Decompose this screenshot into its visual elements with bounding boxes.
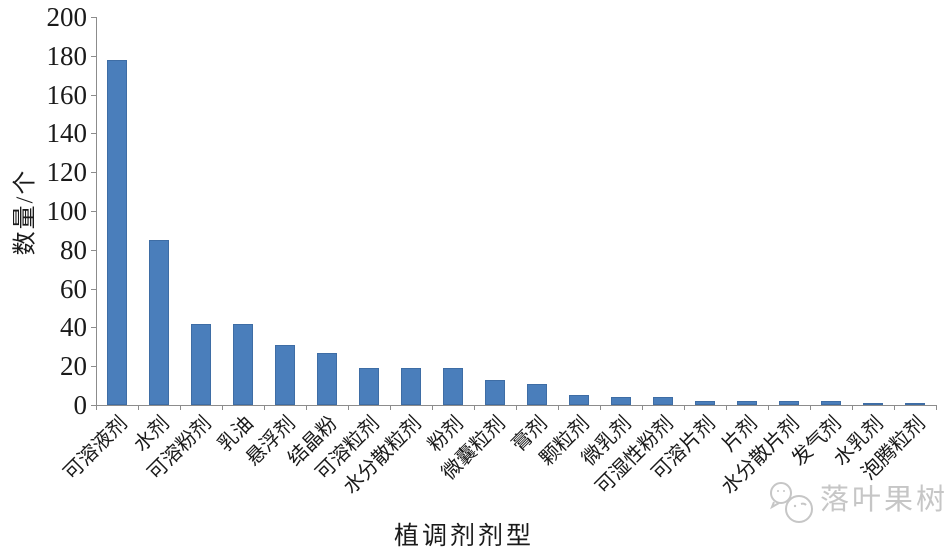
y-tick-label: 60: [60, 273, 87, 304]
y-tick-label: 140: [46, 118, 88, 149]
x-tick-mark: [390, 406, 391, 410]
y-tick-label: 120: [46, 157, 88, 188]
x-tick-mark: [768, 406, 769, 410]
watermark-text: 落叶果树: [820, 484, 945, 516]
y-tick-mark: [91, 327, 96, 329]
x-tick-mark: [726, 406, 727, 410]
y-tick-mark: [91, 288, 96, 290]
x-tick-mark: [348, 406, 349, 410]
x-tick-mark: [306, 406, 307, 410]
x-tick-mark: [222, 406, 223, 410]
y-tick-label: 40: [60, 312, 87, 343]
bar: [317, 353, 337, 405]
x-tick-mark: [852, 406, 853, 410]
y-tick-mark: [91, 94, 96, 96]
x-tick-mark: [180, 406, 181, 410]
x-tick-mark: [936, 406, 937, 410]
y-tick-mark: [91, 172, 96, 174]
bar: [401, 368, 421, 405]
bar: [233, 324, 253, 405]
x-tick-mark: [642, 406, 643, 410]
sketch-bubbles-logo-icon: [768, 480, 818, 531]
bar: [527, 384, 547, 405]
bar: [191, 324, 211, 405]
bar: [653, 397, 673, 405]
x-tick-mark: [558, 406, 559, 410]
x-tick-mark: [684, 406, 685, 410]
bar: [485, 380, 505, 405]
bar: [779, 401, 799, 405]
x-tick-mark: [810, 406, 811, 410]
bar: [695, 401, 715, 405]
bar: [611, 397, 631, 405]
y-tick-mark: [91, 55, 96, 57]
y-tick-label: 160: [46, 79, 88, 110]
bar: [863, 403, 883, 405]
y-tick-mark: [91, 17, 96, 18]
y-tick-label: 100: [46, 196, 88, 226]
y-tick-label: 80: [60, 234, 87, 265]
bar: [905, 403, 925, 405]
y-tick-mark: [91, 211, 96, 212]
x-tick-mark: [600, 406, 601, 410]
x-tick-mark: [96, 406, 97, 410]
y-tick-label: 200: [46, 2, 88, 32]
y-axis-title: 数量/个: [12, 168, 39, 256]
y-tick-label: 20: [60, 351, 87, 382]
y-tick-mark: [91, 249, 96, 251]
bar: [737, 401, 757, 405]
x-tick-mark: [432, 406, 433, 410]
y-tick-mark: [91, 133, 96, 135]
x-tick-mark: [516, 406, 517, 410]
bar: [821, 401, 841, 405]
y-tick-mark: [91, 405, 96, 406]
x-axis-line: [96, 405, 937, 406]
bar: [359, 368, 379, 405]
x-tick-mark: [264, 406, 265, 410]
bar: [149, 240, 169, 405]
y-tick-label: 180: [46, 40, 88, 71]
bar: [107, 60, 127, 405]
y-axis-line: [96, 17, 97, 406]
y-tick-label: 0: [73, 390, 88, 420]
bar: [275, 345, 295, 405]
watermark: 落叶果树: [768, 478, 945, 531]
x-axis-title: 植调剂剂型: [393, 523, 534, 550]
x-tick-mark: [894, 406, 895, 410]
x-tick-mark: [474, 406, 475, 410]
x-tick-mark: [138, 406, 139, 410]
bar: [443, 368, 463, 405]
y-tick-mark: [91, 366, 96, 368]
bar: [569, 395, 589, 405]
